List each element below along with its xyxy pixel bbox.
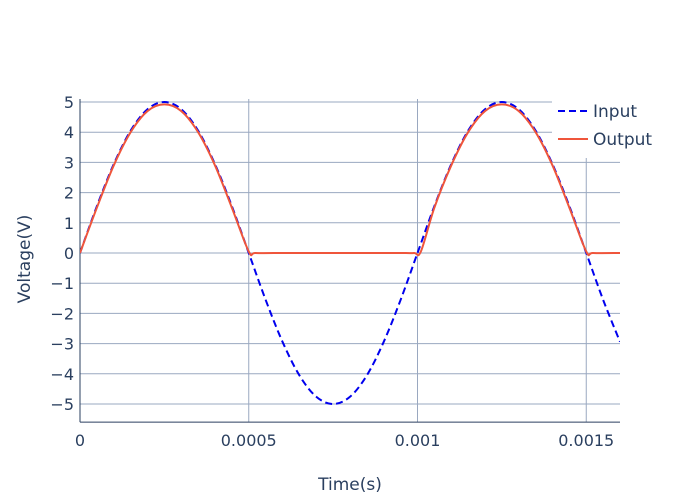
legend-item-output[interactable]: Output bbox=[558, 130, 652, 150]
series-lines bbox=[80, 100, 620, 406]
y-tick-label: −4 bbox=[50, 365, 74, 384]
y-tick-label: 4 bbox=[64, 123, 74, 142]
y-tick-label: 1 bbox=[64, 214, 74, 233]
x-axis-title: Time(s) bbox=[317, 475, 382, 495]
y-axis-title: Voltage(V) bbox=[15, 215, 35, 304]
x-tick-label: 0.0005 bbox=[221, 431, 277, 450]
y-tick-label: −1 bbox=[50, 274, 74, 293]
legend[interactable]: Input Output bbox=[552, 96, 664, 158]
legend-label: Input bbox=[593, 102, 637, 122]
y-tick-label: 2 bbox=[64, 184, 74, 203]
legend-background bbox=[552, 96, 664, 158]
y-tick-label: 3 bbox=[64, 153, 74, 172]
y-tick-label: −5 bbox=[50, 395, 74, 414]
x-tick-label: 0 bbox=[75, 431, 85, 450]
grid-lines bbox=[79, 98, 620, 423]
legend-item-input[interactable]: Input bbox=[558, 102, 637, 122]
x-tick-label: 0.001 bbox=[395, 431, 441, 450]
y-tick-label: 5 bbox=[64, 93, 74, 112]
y-tick-label: −2 bbox=[50, 304, 74, 323]
y-tick-label: −3 bbox=[50, 335, 74, 354]
legend-label: Output bbox=[593, 130, 652, 150]
series-line-output bbox=[80, 103, 620, 257]
y-tick-label: 0 bbox=[64, 244, 74, 263]
x-tick-label: 0.0015 bbox=[558, 431, 614, 450]
